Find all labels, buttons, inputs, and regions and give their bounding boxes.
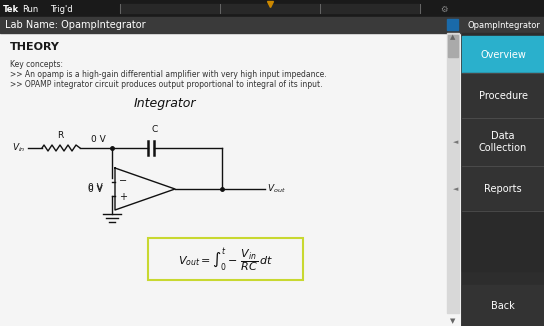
Text: Procedure: Procedure — [479, 91, 528, 101]
Text: ◄: ◄ — [453, 139, 459, 145]
Text: Collection: Collection — [479, 143, 527, 153]
Bar — [0, 0, 544, 17]
Bar — [462, 36, 544, 73]
Text: Reports: Reports — [484, 184, 522, 194]
Text: Back: Back — [491, 301, 515, 311]
Bar — [148, 238, 303, 280]
Bar — [447, 19, 458, 30]
Text: Data: Data — [491, 131, 515, 141]
Text: OpampIntegrator: OpampIntegrator — [468, 21, 541, 30]
Text: Run: Run — [22, 5, 38, 14]
Bar — [448, 35, 458, 57]
Text: R: R — [57, 130, 63, 140]
Text: ⚙: ⚙ — [440, 5, 448, 14]
Text: 0 V: 0 V — [91, 136, 106, 144]
Text: Key concepts:: Key concepts: — [10, 60, 63, 69]
Bar — [462, 118, 544, 166]
Text: $V_{out} = \int_{0}^{t} -\,\dfrac{V_{in}}{RC}\,dt$: $V_{out} = \int_{0}^{t} -\,\dfrac{V_{in}… — [178, 246, 273, 274]
Text: 0 V: 0 V — [88, 184, 102, 192]
Text: $V_{out}$: $V_{out}$ — [267, 183, 286, 195]
Bar — [462, 211, 544, 271]
Text: +: + — [119, 192, 127, 202]
Bar — [0, 33, 460, 326]
Text: ▼: ▼ — [450, 318, 456, 324]
Text: Integrator: Integrator — [134, 97, 196, 110]
Text: Overview: Overview — [480, 50, 526, 60]
Text: ◄: ◄ — [453, 186, 459, 192]
Text: ▲: ▲ — [450, 34, 456, 40]
Text: Trig'd: Trig'd — [50, 5, 73, 14]
Bar — [462, 285, 544, 326]
Text: −: − — [119, 176, 127, 186]
Bar — [462, 166, 544, 211]
Bar — [447, 33, 459, 313]
Bar — [120, 4, 420, 13]
Text: Lab Name: OpampIntegrator: Lab Name: OpampIntegrator — [5, 20, 146, 30]
Text: $V_{in}$: $V_{in}$ — [12, 142, 26, 154]
Text: THEORY: THEORY — [10, 42, 60, 52]
Text: Tek: Tek — [3, 5, 19, 14]
Text: 0 V: 0 V — [88, 185, 102, 195]
Text: >> An opamp is a high-gain differential amplifier with very high input impedance: >> An opamp is a high-gain differential … — [10, 70, 326, 79]
Text: C: C — [152, 126, 158, 135]
Bar — [462, 73, 544, 118]
Bar — [0, 17, 544, 33]
Bar — [462, 33, 544, 326]
Text: >> OPAMP integrator circuit produces output proportional to integral of its inpu: >> OPAMP integrator circuit produces out… — [10, 80, 323, 89]
